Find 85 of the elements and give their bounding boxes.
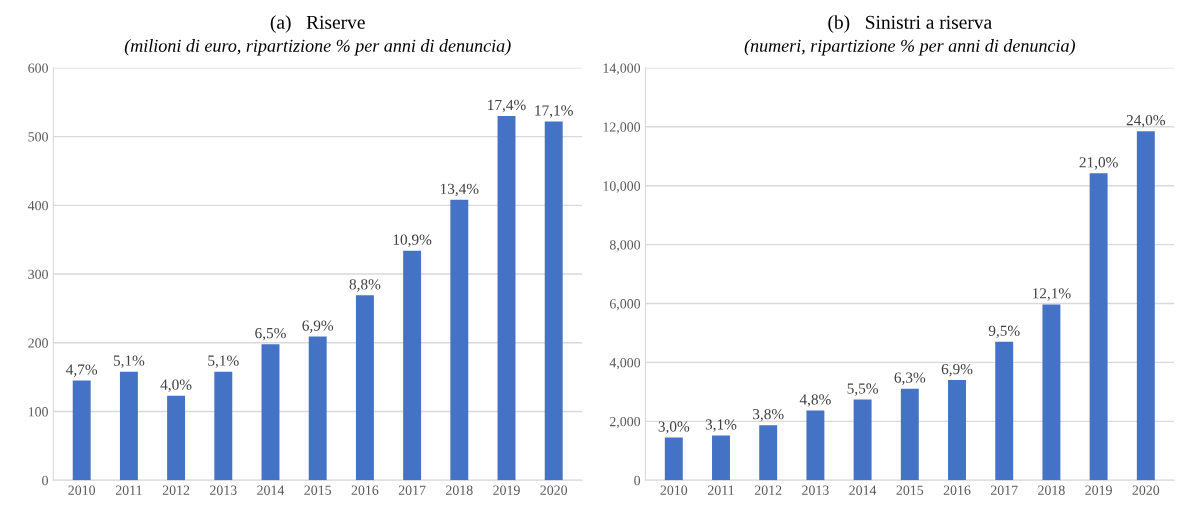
bar	[403, 250, 422, 481]
annotation: 5,5%	[847, 383, 878, 396]
x-tick-label: 2013	[210, 485, 237, 495]
annotation: 3,1%	[705, 419, 737, 432]
chart-title: (a) Riserve	[270, 15, 365, 33]
y-tick-label: 100	[28, 407, 48, 417]
bar	[497, 115, 516, 481]
x-tick-label: 2013	[802, 485, 829, 495]
x-tick-label: 2020	[540, 485, 568, 495]
annotation: 6,9%	[941, 363, 973, 377]
bar	[214, 371, 233, 481]
x-tick-label: 2019	[1085, 485, 1112, 495]
annotation: 4,7%	[66, 364, 98, 377]
x-tick-label: 2017	[990, 485, 1018, 495]
x-tick-label: 2014	[849, 485, 877, 495]
x-tick-label: 2014	[257, 485, 285, 495]
y-tick-label: 300	[28, 269, 48, 280]
bar	[712, 435, 730, 481]
bar	[355, 295, 374, 481]
bar	[544, 121, 563, 481]
annotation: 6,5%	[255, 327, 286, 341]
annotation: 6,9%	[302, 320, 334, 333]
x-tick-label: 2012	[754, 485, 782, 495]
x-tick-label: 2017	[398, 485, 426, 495]
y-tick-label: 6,000	[609, 299, 641, 311]
annotation: 17,1%	[535, 105, 573, 118]
x-tick-label: 2012	[162, 485, 190, 495]
x-tick-label: 2015	[304, 485, 332, 495]
y-tick-label: 10,000	[603, 181, 641, 193]
bar	[853, 399, 872, 481]
bar	[72, 380, 91, 481]
y-tick-label: 600	[28, 63, 48, 73]
bar	[167, 395, 186, 481]
x-tick-label: 2015	[896, 485, 924, 495]
bar	[900, 388, 919, 481]
y-tick-label: 4,000	[609, 358, 641, 370]
bar	[1042, 304, 1061, 481]
y-tick-label: 14,000	[603, 63, 641, 75]
x-tick-label: 2018	[446, 485, 473, 495]
annotation: 3,8%	[753, 408, 784, 422]
bar	[450, 199, 469, 481]
bar	[806, 410, 825, 481]
chart-subtitle: (numeri, ripartizione % per anni di denuncia)	[744, 39, 1075, 56]
x-tick-label: 2016	[351, 485, 379, 495]
bar	[308, 336, 327, 481]
y-tick-label: 0	[634, 475, 641, 486]
annotation: 24,0%	[1126, 115, 1166, 128]
annotation: 17,4%	[488, 99, 526, 113]
annotation: 12,1%	[1033, 288, 1071, 301]
bar	[1136, 131, 1155, 481]
x-tick-label: 2011	[115, 485, 142, 495]
annotation: 4,0%	[160, 379, 192, 393]
bar	[759, 425, 778, 481]
bar	[261, 344, 280, 481]
x-tick-label: 2016	[943, 485, 971, 495]
x-tick-label: 2011	[707, 485, 734, 495]
annotation: 21,0%	[1079, 157, 1118, 170]
y-tick-label: 200	[28, 338, 48, 348]
bar	[948, 380, 966, 481]
y-tick-label: 400	[27, 200, 48, 211]
y-tick-label: 8,000	[609, 240, 641, 252]
x-tick-label: 2019	[493, 485, 520, 495]
bar	[995, 341, 1014, 481]
chart-subtitle: (milioni di euro, ripartizione % per anni di denuncia)	[124, 39, 511, 56]
y-tick-label: 500	[28, 132, 48, 142]
annotation: 6,3%	[894, 372, 926, 385]
bar	[1089, 173, 1108, 481]
x-tick-label: 2018	[1038, 485, 1065, 495]
chart-title: (b) Sinistri a riserva	[828, 15, 992, 33]
annotation: 9,5%	[988, 325, 1020, 339]
bar	[119, 371, 138, 481]
annotation: 13,4%	[440, 183, 479, 197]
bar	[664, 437, 683, 481]
annotation: 4,8%	[799, 394, 831, 407]
annotation: 8,8%	[349, 279, 381, 292]
x-tick-label: 2020	[1132, 485, 1160, 495]
annotation: 3,0%	[658, 421, 690, 434]
annotation: 5,1%	[208, 355, 239, 368]
annotation: 10,9%	[393, 234, 432, 247]
y-tick-label: 0	[42, 475, 48, 486]
x-tick-label: 2010	[660, 485, 688, 495]
x-tick-label: 2010	[68, 485, 96, 495]
y-tick-label: 12,000	[603, 122, 641, 134]
y-tick-label: 2,000	[609, 416, 641, 429]
annotation: 5,1%	[113, 355, 145, 368]
